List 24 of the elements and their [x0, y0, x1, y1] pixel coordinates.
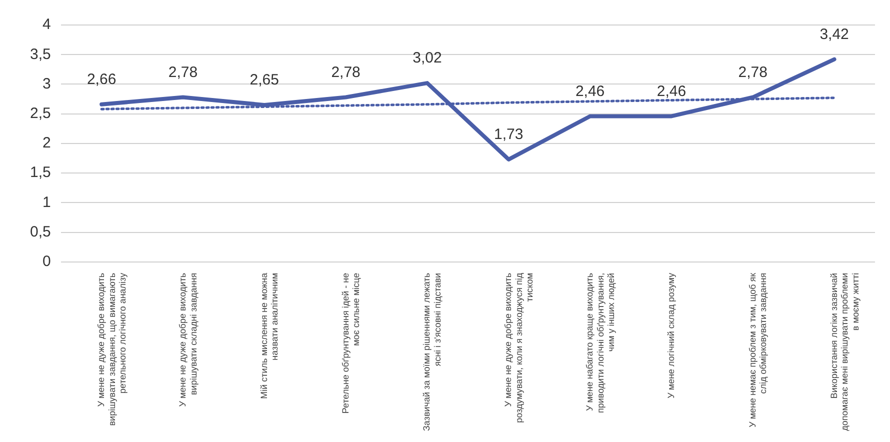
data-label: 2,65 — [250, 72, 279, 89]
y-tick-label: 3,5 — [30, 46, 51, 63]
data-label: 2,46 — [656, 82, 686, 100]
data-label: 2,78 — [168, 64, 198, 81]
data-label: 2,78 — [738, 64, 768, 81]
data-label: 3,42 — [820, 26, 849, 43]
x-tick-label: У мене не дуже добре виходить вирішувати завдання, що вимагають ретельного логічного аналізу — [96, 272, 128, 426]
data-label: 1,73 — [494, 126, 524, 144]
data-label: 2,46 — [575, 82, 605, 100]
x-tick-label: У мене немає проблем з тим, щоб як слід обмірковувати завдання — [747, 272, 768, 428]
data-label: 2,66 — [86, 71, 116, 88]
y-tick-label: 2,5 — [30, 104, 51, 122]
x-tick-label: Використання логіки зазвичай допомагає мені вирішувати проблеми в моєму житті — [828, 272, 860, 431]
y-tick-label: 0 — [42, 253, 51, 270]
y-tick-label: 4 — [42, 16, 51, 34]
x-tick-label: У мене не дуже добре виходить роздумувати, коли я знаходжуся під тиском — [503, 272, 535, 423]
data-label: 3,02 — [412, 50, 442, 67]
data-label: 2,78 — [331, 64, 360, 81]
x-tick-label: У мене логічний склад розуму — [666, 272, 676, 398]
y-tick-label: 2 — [42, 134, 51, 152]
y-tick-label: 1,5 — [30, 164, 51, 182]
y-tick-label: 3 — [42, 75, 51, 92]
y-tick-label: 1 — [42, 194, 51, 211]
y-tick-label: 0,5 — [30, 223, 51, 240]
